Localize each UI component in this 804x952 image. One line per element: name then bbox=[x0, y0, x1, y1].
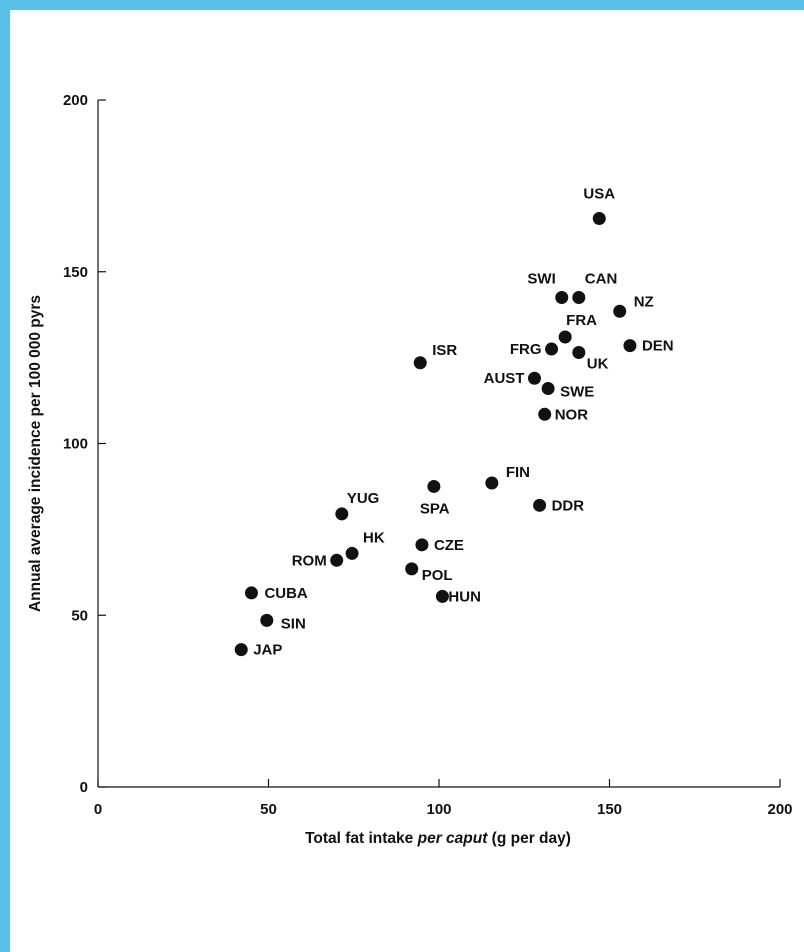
point-label-nor: NOR bbox=[555, 406, 589, 423]
data-points bbox=[234, 212, 637, 657]
point-label-swe: SWE bbox=[560, 384, 594, 401]
point-label-den: DEN bbox=[642, 338, 674, 355]
point-label-aust: AUST bbox=[484, 370, 525, 387]
data-point-swe bbox=[541, 382, 555, 396]
ticks: 0 50 100 150 200 0 50 100 150 200 bbox=[63, 92, 793, 818]
x-tick-label: 50 bbox=[260, 801, 277, 818]
data-point-hun bbox=[435, 589, 449, 603]
y-axis-title: Annual average incidence per 100 000 pyr… bbox=[27, 295, 44, 612]
x-tick-label: 100 bbox=[426, 801, 451, 818]
y-tick-label: 150 bbox=[63, 264, 88, 281]
point-label-rom: ROM bbox=[292, 552, 327, 569]
point-label-yug: YUG bbox=[347, 490, 380, 507]
data-point-fra bbox=[558, 330, 572, 344]
point-label-usa: USA bbox=[583, 186, 615, 203]
point-label-sin: SIN bbox=[281, 615, 306, 632]
point-label-jap: JAP bbox=[253, 642, 282, 659]
data-point-fin bbox=[485, 476, 499, 490]
point-label-pol: POL bbox=[422, 567, 453, 584]
point-label-hk: HK bbox=[363, 529, 385, 546]
point-label-frg: FRG bbox=[510, 341, 542, 358]
x-axis-title: Total fat intake per caput (g per day) bbox=[305, 830, 571, 847]
data-point-uk bbox=[572, 345, 586, 359]
data-point-cze bbox=[415, 538, 429, 552]
y-tick-label: 100 bbox=[63, 436, 88, 453]
x-tick-label: 0 bbox=[94, 801, 102, 818]
data-point-den bbox=[623, 339, 637, 353]
data-point-ddr bbox=[533, 498, 547, 512]
point-label-isr: ISR bbox=[432, 342, 457, 359]
x-tick-label: 200 bbox=[767, 801, 792, 818]
point-label-swi: SWI bbox=[527, 271, 555, 288]
y-tick-label: 200 bbox=[63, 92, 88, 109]
data-point-hk bbox=[345, 546, 359, 560]
data-point-swi bbox=[555, 291, 569, 305]
point-label-nz: NZ bbox=[634, 293, 654, 310]
point-label-fin: FIN bbox=[506, 464, 530, 481]
x-tick-label: 150 bbox=[597, 801, 622, 818]
data-point-yug bbox=[335, 507, 349, 521]
data-point-frg bbox=[545, 342, 559, 356]
data-point-usa bbox=[592, 212, 606, 226]
point-label-can: CAN bbox=[585, 271, 618, 288]
data-point-jap bbox=[234, 643, 248, 657]
point-label-cuba: CUBA bbox=[264, 585, 307, 602]
point-label-cze: CZE bbox=[434, 537, 464, 554]
data-point-cuba bbox=[244, 586, 258, 600]
point-label-fra: FRA bbox=[566, 312, 597, 329]
data-point-nz bbox=[613, 304, 627, 318]
data-point-sin bbox=[260, 613, 274, 627]
data-point-spa bbox=[427, 479, 441, 493]
data-point-can bbox=[572, 291, 586, 305]
y-tick-label: 0 bbox=[80, 779, 88, 796]
data-point-pol bbox=[405, 562, 419, 576]
point-labels: USA SWI CAN NZ FRA FRG UK DEN ISR AUST SWE NOR FIN SP… bbox=[253, 186, 673, 659]
axes bbox=[97, 100, 780, 788]
data-point-aust bbox=[527, 371, 541, 385]
point-label-ddr: DDR bbox=[552, 497, 585, 514]
data-point-nor bbox=[538, 407, 552, 421]
point-label-spa: SPA bbox=[420, 500, 450, 517]
data-point-rom bbox=[330, 553, 344, 567]
point-label-hun: HUN bbox=[448, 588, 481, 605]
data-point-isr bbox=[413, 356, 427, 370]
y-tick-label: 50 bbox=[71, 607, 88, 624]
point-label-uk: UK bbox=[587, 355, 609, 372]
